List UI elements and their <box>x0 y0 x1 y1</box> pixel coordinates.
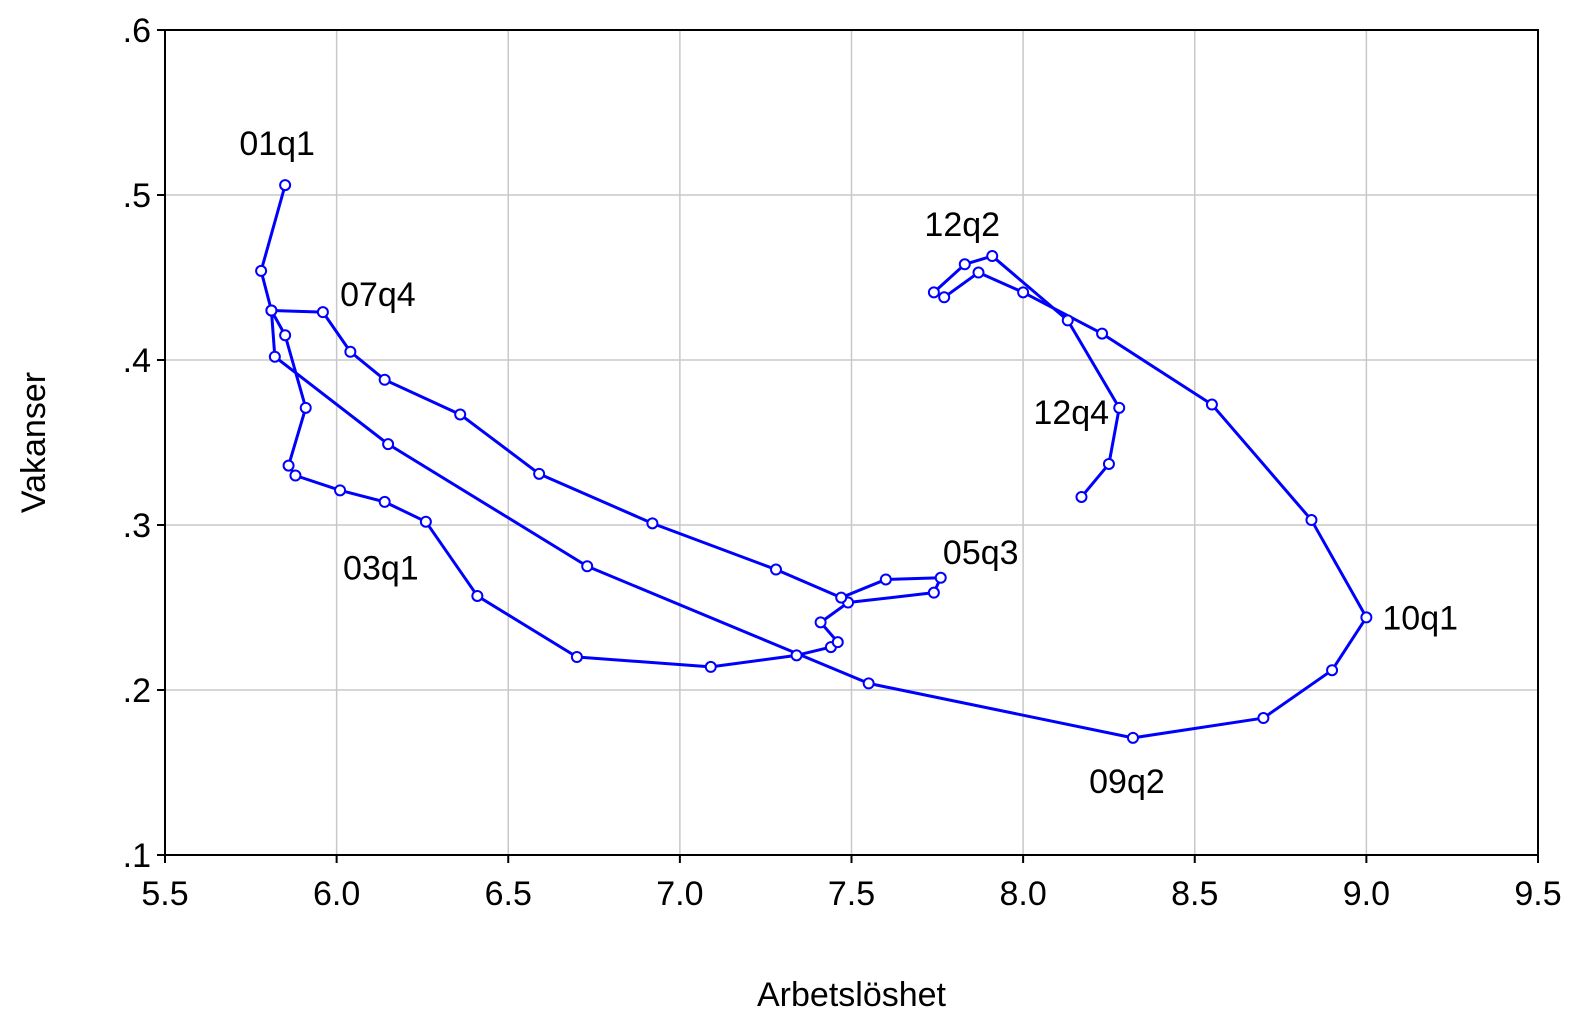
data-point <box>280 330 290 340</box>
grid <box>165 30 1538 855</box>
series <box>256 180 1371 743</box>
data-point <box>1258 713 1268 723</box>
data-point <box>455 409 465 419</box>
data-point <box>929 588 939 598</box>
x-tick-label: 8.0 <box>999 875 1046 913</box>
data-point <box>290 471 300 481</box>
data-point <box>421 517 431 527</box>
data-point <box>960 259 970 269</box>
data-point <box>647 518 657 528</box>
y-tick-label: .1 <box>123 837 151 875</box>
data-point <box>929 287 939 297</box>
y-tick-label: .4 <box>123 342 151 380</box>
series-line <box>261 185 1366 738</box>
data-point <box>270 352 280 362</box>
point-label: 01q1 <box>239 125 315 163</box>
data-point <box>335 485 345 495</box>
y-axis-title: Vakanser <box>15 372 53 513</box>
y-tick-label: .5 <box>123 177 151 215</box>
data-point <box>1361 612 1371 622</box>
data-point <box>380 497 390 507</box>
point-label: 09q2 <box>1089 763 1165 801</box>
data-point <box>836 593 846 603</box>
data-point <box>816 617 826 627</box>
x-tick-label: 8.5 <box>1171 875 1218 913</box>
data-point <box>833 637 843 647</box>
data-point <box>280 180 290 190</box>
data-point <box>939 292 949 302</box>
data-point <box>383 439 393 449</box>
data-point <box>1207 400 1217 410</box>
x-tick-label: 5.5 <box>141 875 188 913</box>
data-point <box>256 266 266 276</box>
data-point <box>974 268 984 278</box>
point-label: 03q1 <box>343 550 419 588</box>
point-label: 12q4 <box>1033 394 1109 432</box>
data-point <box>1104 459 1114 469</box>
data-point <box>1076 492 1086 502</box>
point-label: 05q3 <box>943 534 1019 572</box>
data-point <box>864 678 874 688</box>
x-axis-title: Arbetslöshet <box>757 976 947 1014</box>
y-tick-label: .3 <box>123 507 151 545</box>
x-tick-label: 9.0 <box>1343 875 1390 913</box>
data-point <box>987 251 997 261</box>
y-tick-label: .2 <box>123 672 151 710</box>
data-point <box>284 461 294 471</box>
data-point <box>1018 287 1028 297</box>
point-label: 10q1 <box>1382 599 1458 637</box>
data-point <box>380 375 390 385</box>
x-tick-label: 7.0 <box>656 875 703 913</box>
y-tick-label: .6 <box>123 12 151 50</box>
data-point <box>771 565 781 575</box>
data-point <box>1063 315 1073 325</box>
data-point <box>534 469 544 479</box>
x-tick-label: 6.5 <box>485 875 532 913</box>
data-point <box>1306 515 1316 525</box>
data-point <box>881 574 891 584</box>
data-point <box>1114 403 1124 413</box>
x-tick-label: 7.5 <box>828 875 875 913</box>
data-point <box>582 561 592 571</box>
point-label: 12q2 <box>924 206 1000 244</box>
data-point <box>572 652 582 662</box>
data-point <box>792 650 802 660</box>
data-point <box>318 307 328 317</box>
point-label: 07q4 <box>340 276 416 314</box>
data-point <box>706 662 716 672</box>
x-tick-label: 9.5 <box>1514 875 1561 913</box>
data-point <box>1097 329 1107 339</box>
point-labels: 01q1 03q1 05q3 07q4 09q2 10q1 12q2 12q4 <box>239 125 1458 801</box>
data-point <box>472 591 482 601</box>
data-point <box>1327 665 1337 675</box>
data-point <box>266 306 276 316</box>
data-point <box>1128 733 1138 743</box>
x-tick-label: 6.0 <box>313 875 360 913</box>
data-point <box>936 573 946 583</box>
axes: 5.5 6.0 6.5 7.0 7.5 8.0 8.5 9.0 9.5 .1 .2 .3 .4 .5 .6 <box>123 12 1562 913</box>
data-point <box>345 347 355 357</box>
data-point <box>301 403 311 413</box>
